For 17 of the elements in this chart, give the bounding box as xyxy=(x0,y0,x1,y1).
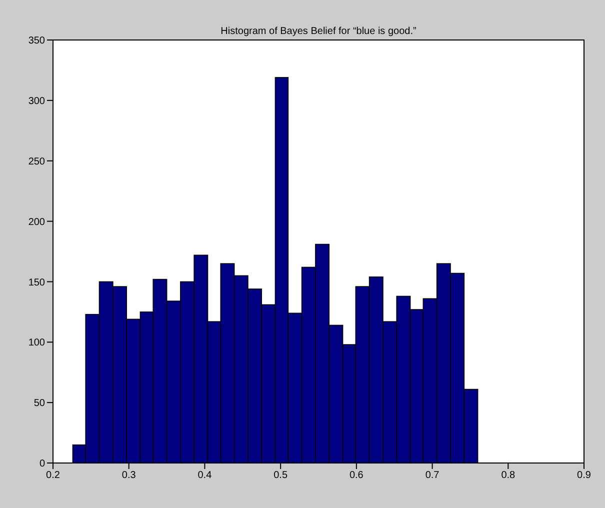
x-tick-label: 0.2 xyxy=(46,470,60,482)
x-tick-label: 0.6 xyxy=(349,470,364,482)
x-tick-label: 0.7 xyxy=(425,470,440,482)
y-tick-label: 200 xyxy=(28,216,46,228)
y-tick-label: 350 xyxy=(28,36,46,47)
chart-title: Histogram of Bayes Belief for “blue is good.” xyxy=(220,26,416,37)
y-tick-label: 300 xyxy=(28,96,46,107)
y-tick-label: 50 xyxy=(34,398,46,410)
y-tick-label: 250 xyxy=(28,156,46,168)
x-tick-label: 0.4 xyxy=(198,470,212,482)
y-tick-label: 150 xyxy=(28,277,46,288)
y-tick-label: 0 xyxy=(39,458,46,470)
x-tick-label: 0.3 xyxy=(122,470,136,482)
x-tick-label: 0.5 xyxy=(274,470,288,482)
y-tick-label: 100 xyxy=(28,338,46,349)
x-tick-label: 0.8 xyxy=(501,470,516,482)
x-tick-label: 0.9 xyxy=(577,470,592,482)
